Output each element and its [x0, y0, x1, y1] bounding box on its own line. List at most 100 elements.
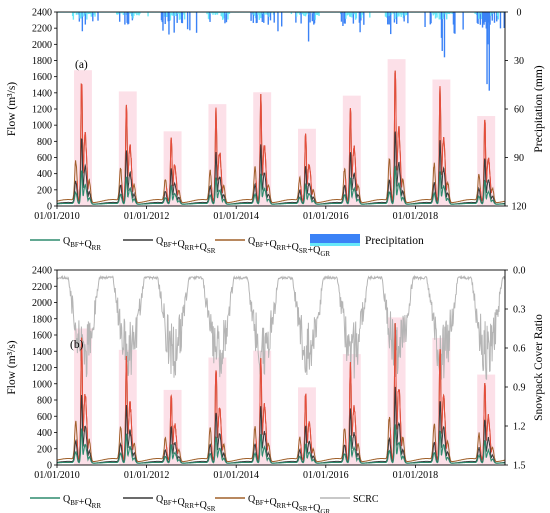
precip-bar: [87, 12, 90, 15]
y-tick-label: 1600: [32, 331, 52, 342]
precip-bar: [126, 12, 128, 23]
precip-bar: [489, 12, 491, 25]
legend-panel-a: QBF+QRR QBF+QRR+QSR QBF+QRR+QSR+QGR Precipi…: [30, 234, 424, 258]
precip-bar: [215, 12, 217, 15]
scrc-line: [56, 274, 506, 380]
precip-bar: [195, 12, 198, 33]
y2-tick-label: 0.0: [513, 266, 526, 277]
precip-bar: [124, 12, 126, 25]
precip-bar: [83, 12, 86, 16]
precip-bar: [216, 12, 218, 14]
precip-bar: [76, 12, 78, 15]
x-tick-label: 01/01/2018: [393, 211, 439, 222]
panel-a-flow-precipitation: 0200400600800100012001400160018002000220…: [6, 8, 545, 223]
precip-bar: [391, 12, 393, 14]
panel-b-flow-snowpack: 0 200 400 600 800 1000 1200 1400 1600 1800 2000 220…: [6, 266, 545, 482]
precip-bar: [362, 12, 364, 15]
precip-bar: [429, 12, 431, 25]
precip-bar: [219, 12, 222, 13]
precip-bar: [256, 12, 258, 23]
precip-bar: [393, 12, 396, 23]
precip-bar: [85, 12, 87, 15]
precip-bar: [134, 12, 137, 14]
legend-label: QBF+QRR: [63, 236, 101, 252]
precip-bar: [254, 12, 257, 19]
precip-bar: [474, 12, 476, 14]
precip-bar: [343, 12, 346, 24]
precip-bar: [305, 12, 308, 15]
precip-bar: [499, 12, 502, 29]
precip-bar: [301, 12, 303, 14]
precip-bar: [492, 12, 494, 14]
precip-bar: [445, 12, 447, 15]
precip-bar: [125, 12, 128, 15]
y-tick-label: 400: [37, 428, 52, 439]
precip-bar: [451, 12, 454, 14]
precip-bar: [79, 12, 81, 19]
precip-bar: [173, 12, 175, 33]
x-axis-ticks: 01/01/2010 01/01/2012 01/01/2014 01/01/2016…: [34, 465, 438, 481]
precip-bar: [89, 12, 92, 14]
y-tick-label: 1000: [32, 379, 52, 390]
precip-bar: [295, 12, 298, 17]
precip-bar: [266, 12, 268, 14]
precip-bar: [387, 12, 389, 25]
precip-bar: [92, 12, 94, 22]
precip-bar: [127, 12, 129, 25]
y-tick-label: 1800: [32, 56, 52, 67]
y-tick-label: 1400: [32, 347, 52, 358]
precip-bar: [400, 12, 402, 17]
precip-bar: [80, 12, 82, 19]
precip-bar: [313, 12, 316, 24]
precip-bar: [303, 12, 305, 16]
precip-bar: [137, 12, 140, 15]
precip-bar: [475, 12, 477, 14]
precip-bar: [361, 12, 364, 15]
precip-bar: [449, 12, 452, 14]
precip-bar: [479, 12, 482, 25]
precip-bar: [72, 12, 75, 20]
precip-bar: [316, 12, 319, 16]
precip-bar: [349, 12, 352, 17]
precip-bar: [496, 12, 498, 22]
precip-bar: [225, 12, 228, 23]
precip-bar: [118, 12, 120, 15]
precip-bar: [453, 12, 455, 34]
precip-bar: [177, 12, 179, 15]
right-axis-ticks: 0.0 0.3 0.6 0.9 1.2 1.5: [505, 266, 526, 472]
precip-bar: [221, 12, 223, 17]
precip-bar: [355, 12, 358, 19]
precip-bar: [448, 12, 450, 14]
precip-bar: [387, 12, 390, 17]
y-axis-title: Flow (m³/s): [6, 82, 18, 136]
precip-bar: [444, 12, 446, 15]
precip-bar: [208, 12, 210, 20]
precip-bar: [177, 12, 180, 13]
precip-bar: [486, 12, 488, 85]
precip-bar: [315, 12, 317, 14]
precip-bar: [431, 12, 433, 14]
precip-bar: [224, 12, 226, 24]
precip-bar: [266, 12, 269, 15]
precip-bar: [446, 12, 448, 20]
precip-bar: [179, 12, 181, 15]
precip-bar: [89, 12, 91, 14]
precip-bar: [178, 12, 181, 20]
precip-bar: [131, 12, 134, 21]
y-tick-label: 600: [37, 153, 52, 164]
legend-precip-swatch-light: [310, 243, 360, 246]
precip-bar: [340, 12, 343, 22]
precip-bar: [405, 12, 408, 16]
precip-bar: [80, 12, 83, 15]
x-tick-label: 01/01/2010: [34, 470, 80, 481]
precip-bar: [440, 12, 443, 38]
precip-bar: [268, 12, 270, 17]
precip-bar: [424, 12, 426, 27]
precip-bar: [259, 12, 261, 15]
precip-bar: [132, 12, 134, 19]
precip-bar: [476, 12, 479, 23]
precip-bar: [440, 12, 442, 20]
precip-bar: [176, 12, 178, 23]
x-tick-label: 01/01/2012: [124, 470, 170, 481]
y2-tick-label: 1.5: [513, 461, 526, 472]
